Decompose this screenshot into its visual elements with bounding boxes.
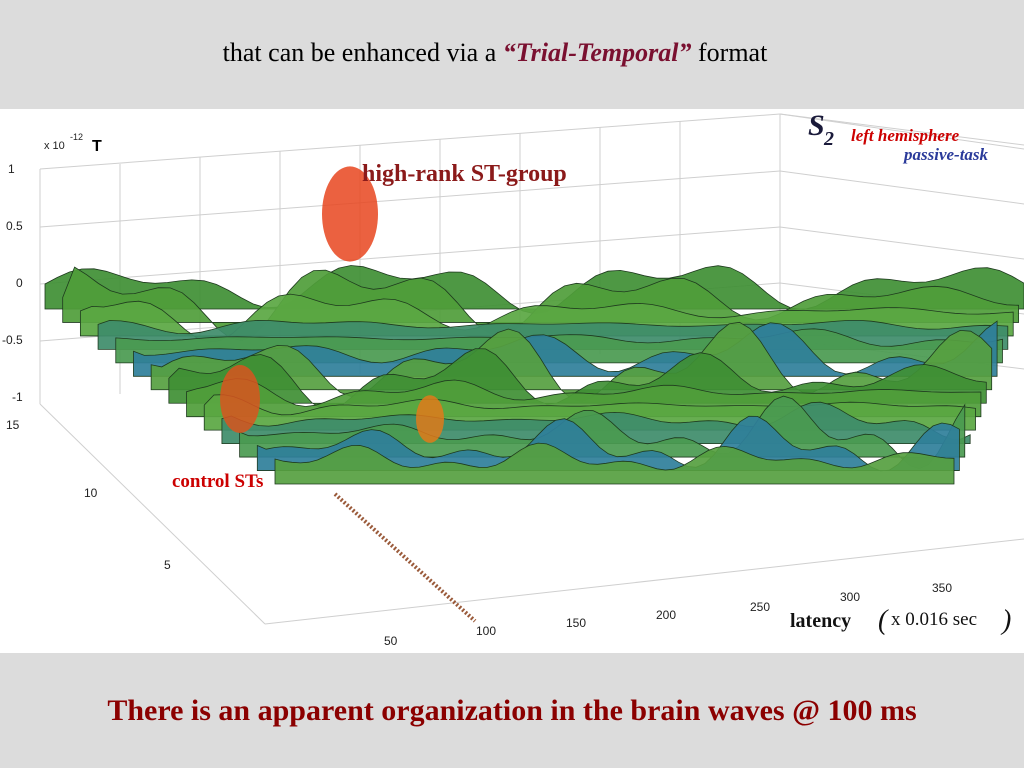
latency-label: latency [790, 610, 851, 632]
x-tick-label: 100 [476, 624, 496, 638]
high-rank-label: high-rank ST-group [362, 161, 567, 187]
figure-panel: 1 0.5 0 -0.5 -1 15 10 5 50 100 150 200 2… [0, 109, 1024, 653]
slide-subtitle: that can be enhanced via a “Trial-Tempor… [0, 38, 990, 68]
scale-factor: x 10 [44, 140, 65, 152]
x-tick-label: 200 [656, 608, 676, 622]
subject-subscript: 2 [823, 128, 834, 150]
x-tick-label: 150 [566, 616, 586, 630]
paren-close: ) [1000, 605, 1011, 636]
surface-plot: 1 0.5 0 -0.5 -1 15 10 5 50 100 150 200 2… [2, 109, 1024, 648]
x-tick-label: 50 [384, 634, 398, 648]
y-tick-label: 10 [84, 486, 98, 500]
control-sts-label: control STs [172, 471, 263, 492]
surface-peak [220, 365, 260, 433]
subject-label: S [808, 109, 825, 142]
surface-peak [322, 166, 378, 262]
x-tick-label: 350 [932, 581, 952, 595]
hemisphere-label: left hemisphere [851, 126, 960, 145]
slide-conclusion: There is an apparent organization in the… [107, 694, 917, 727]
surface-ridge [274, 442, 955, 485]
wave-surface [44, 166, 1024, 485]
subtitle-emphasis: “Trial-Temporal” [502, 38, 692, 67]
y-tick-label: 5 [164, 558, 171, 572]
scale-exponent: -12 [70, 132, 83, 142]
z-tick-label: 1 [8, 162, 15, 176]
z-tick-label: 0.5 [6, 219, 23, 233]
z-tick-label: 0 [16, 276, 23, 290]
latency-unit: x 0.016 sec [891, 609, 977, 630]
z-tick-label: -0.5 [2, 333, 23, 347]
unit-label: T [92, 138, 102, 155]
subtitle-text-before: that can be enhanced via a [222, 38, 503, 67]
z-tick-label: -1 [12, 390, 23, 404]
x-tick-label: 250 [750, 600, 770, 614]
paren-open: ( [878, 605, 889, 636]
task-label: passive-task [902, 145, 989, 164]
subtitle-text-after: format [691, 38, 768, 67]
surface-peak [416, 395, 444, 443]
bottom-strip [0, 738, 1024, 768]
control-sts-marker [333, 492, 477, 623]
y-tick-label: 15 [6, 418, 20, 432]
surface-ridge [256, 415, 960, 472]
x-tick-label: 300 [840, 590, 860, 604]
